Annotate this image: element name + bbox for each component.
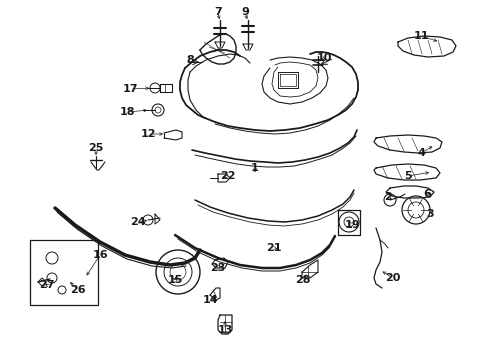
Text: 4: 4 (416, 148, 424, 158)
Text: 16: 16 (92, 250, 107, 260)
Text: 17: 17 (122, 84, 138, 94)
Text: 10: 10 (316, 53, 331, 63)
Text: 22: 22 (220, 171, 235, 181)
Text: 7: 7 (214, 7, 222, 17)
Text: 5: 5 (404, 171, 411, 181)
Text: 27: 27 (39, 280, 55, 290)
Text: 11: 11 (412, 31, 428, 41)
Text: 12: 12 (140, 129, 156, 139)
Text: 8: 8 (186, 55, 193, 65)
Text: 23: 23 (210, 263, 225, 273)
Text: 26: 26 (70, 285, 85, 295)
Text: 14: 14 (202, 295, 217, 305)
Text: 3: 3 (426, 209, 433, 219)
Text: 20: 20 (385, 273, 400, 283)
Text: 19: 19 (344, 220, 359, 230)
Text: 18: 18 (119, 107, 135, 117)
Text: 21: 21 (265, 243, 281, 253)
Text: 9: 9 (241, 7, 248, 17)
Text: 2: 2 (384, 192, 391, 202)
Text: 25: 25 (88, 143, 103, 153)
Text: 24: 24 (130, 217, 145, 227)
Text: 6: 6 (422, 189, 430, 199)
Text: 13: 13 (217, 325, 232, 335)
Text: 15: 15 (167, 275, 183, 285)
Text: 1: 1 (251, 163, 258, 173)
Text: 28: 28 (295, 275, 310, 285)
